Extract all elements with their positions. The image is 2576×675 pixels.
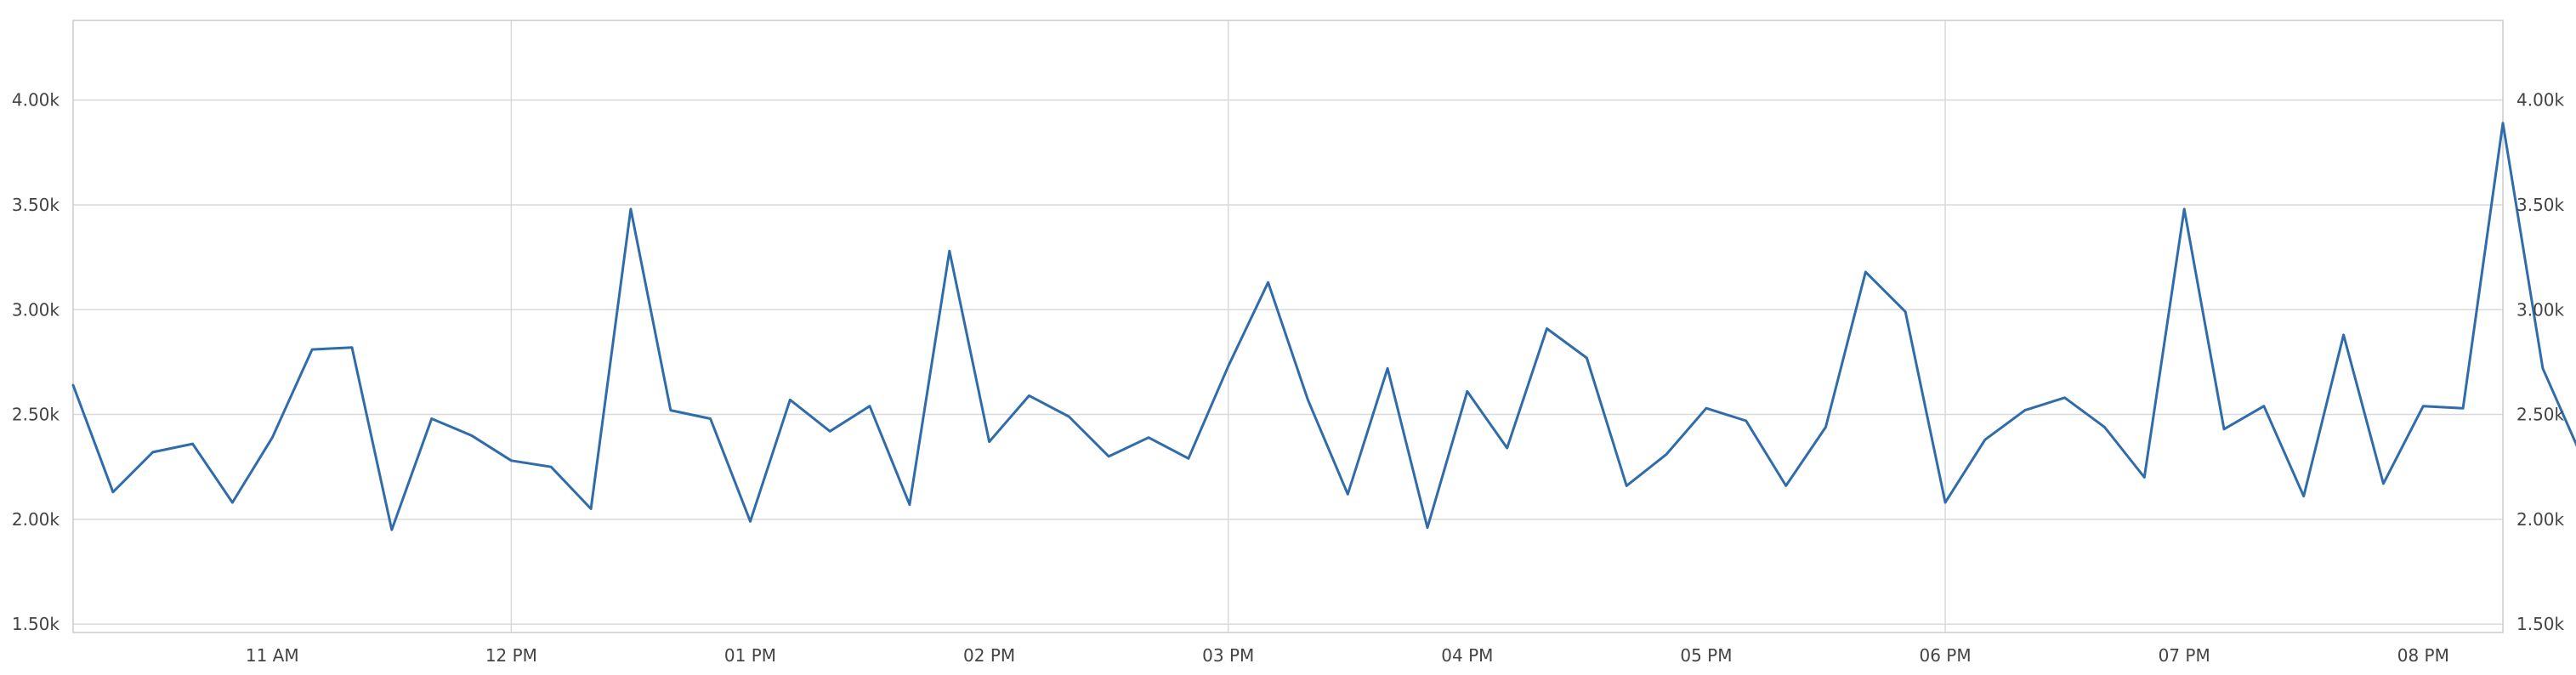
x-tick-label: 05 PM [1680, 645, 1732, 666]
y-tick-label-right: 4.00k [2516, 90, 2565, 111]
plot-frame [72, 20, 2504, 633]
y-tick-label-left: 1.50k [12, 614, 60, 634]
x-tick-label: 11 AM [246, 645, 299, 666]
y-tick-label-right: 2.50k [2516, 405, 2565, 425]
series-line [71, 122, 2576, 531]
y-tick-label-left: 3.50k [12, 195, 60, 215]
y-tick-label-right: 3.50k [2516, 195, 2565, 215]
y-tick-label-left: 2.50k [12, 405, 60, 425]
series-layer [71, 122, 2576, 531]
y-axis-left: 1.50k 2.00k 2.50k 3.00k 3.50k 4.00k [12, 90, 60, 634]
y-tick-label-right: 3.00k [2516, 299, 2565, 320]
x-tick-label: 03 PM [1202, 645, 1254, 666]
y-tick-label-left: 2.00k [12, 509, 60, 530]
x-tick-label: 08 PM [2397, 645, 2449, 666]
y-axis-right: 1.50k 2.00k 2.50k 3.00k 3.50k 4.00k [2516, 90, 2565, 634]
y-tick-label-right: 2.00k [2516, 509, 2565, 530]
x-tick-label: 07 PM [2159, 645, 2210, 666]
grid [73, 20, 2503, 632]
x-tick-label: 01 PM [724, 645, 776, 666]
x-tick-label: 12 PM [485, 645, 537, 666]
y-tick-label-right: 1.50k [2516, 614, 2565, 634]
x-tick-label: 02 PM [963, 645, 1015, 666]
x-tick-label: 04 PM [1441, 645, 1493, 666]
x-axis: 11 AM 12 PM 01 PM 02 PM 03 PM 04 PM 05 PM 06 PM… [246, 645, 2449, 666]
y-tick-label-left: 3.00k [12, 299, 60, 320]
y-tick-label-left: 4.00k [12, 90, 60, 111]
x-tick-label: 06 PM [1920, 645, 1972, 666]
